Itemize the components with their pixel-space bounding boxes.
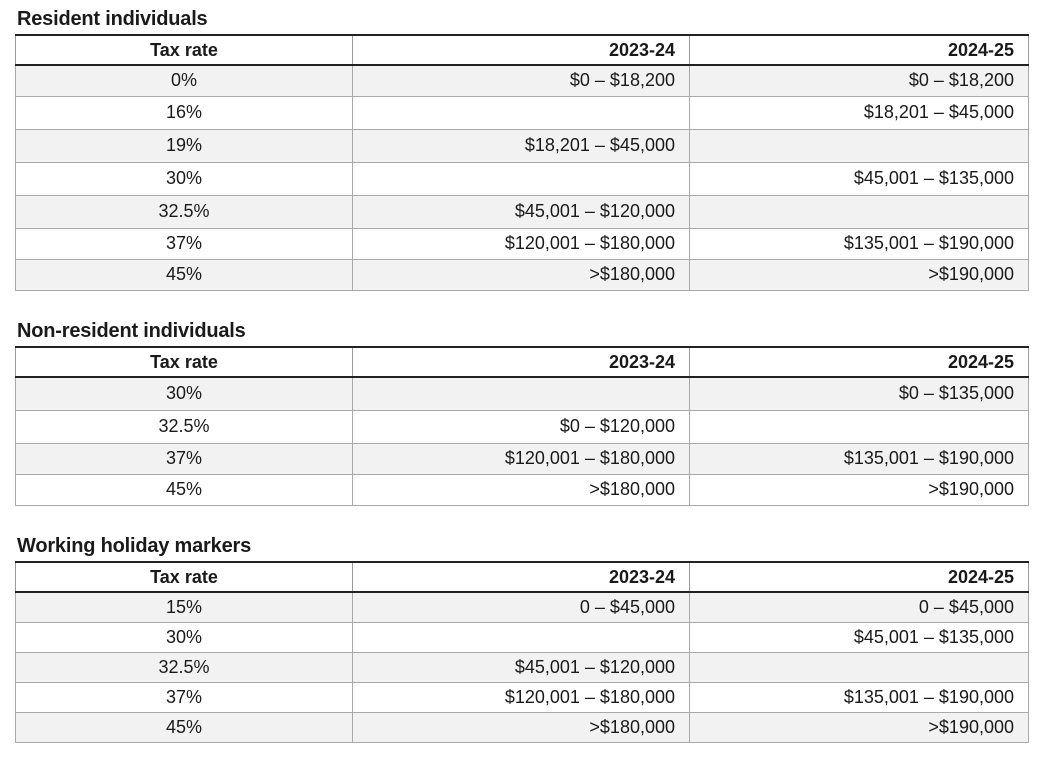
section-title: Working holiday markers	[17, 535, 251, 557]
table-row: 32.5% $45,001 – $120,000	[15, 651, 1029, 683]
table-row: 32.5% $0 – $120,000	[15, 409, 1029, 444]
threshold-2024-25-cell	[689, 651, 1029, 683]
table-row: 30% $0 – $135,000	[15, 376, 1029, 411]
rate-cell: 15%	[15, 591, 353, 623]
rate-cell: 19%	[15, 128, 353, 163]
threshold-2024-25-cell	[689, 194, 1029, 229]
rate-cell: 37%	[15, 227, 353, 260]
table-row: 0% $0 – $18,200 $0 – $18,200	[15, 64, 1029, 97]
resident-individuals-section: Resident individuals Tax rate 2023-24 20…	[15, 4, 1029, 291]
table-row: 45% >$180,000 >$190,000	[15, 473, 1029, 506]
header-row: Tax rate 2023-24 2024-25	[15, 346, 1029, 378]
table-row: 30% $45,001 – $135,000	[15, 621, 1029, 653]
section-title: Non-resident individuals	[17, 320, 246, 342]
threshold-2023-24-cell	[352, 621, 690, 653]
rate-cell: 30%	[15, 161, 353, 196]
threshold-2023-24-cell: >$180,000	[352, 711, 690, 743]
table-row: 15% 0 – $45,000 0 – $45,000	[15, 591, 1029, 623]
table-row: 32.5% $45,001 – $120,000	[15, 194, 1029, 229]
threshold-2024-25-cell: $135,001 – $190,000	[689, 681, 1029, 713]
table-row: 45% >$180,000 >$190,000	[15, 258, 1029, 291]
working-holiday-makers-section: Working holiday markers Tax rate 2023-24…	[15, 531, 1029, 743]
rate-cell: 32.5%	[15, 194, 353, 229]
rate-cell: 30%	[15, 621, 353, 653]
threshold-2024-25-cell	[689, 128, 1029, 163]
rate-cell: 45%	[15, 473, 353, 506]
threshold-2023-24-cell: 0 – $45,000	[352, 591, 690, 623]
rate-cell: 32.5%	[15, 409, 353, 444]
non-resident-individuals-section: Non-resident individuals Tax rate 2023-2…	[15, 316, 1029, 506]
header-2024-25: 2024-25	[689, 34, 1029, 66]
threshold-2024-25-cell: $45,001 – $135,000	[689, 621, 1029, 653]
header-row: Tax rate 2023-24 2024-25	[15, 561, 1029, 593]
header-tax-rate: Tax rate	[15, 561, 353, 593]
threshold-2023-24-cell	[352, 161, 690, 196]
threshold-2023-24-cell: $120,001 – $180,000	[352, 681, 690, 713]
working-holiday-tax-table: Tax rate 2023-24 2024-25 15% 0 – $45,000…	[15, 561, 1029, 743]
header-tax-rate: Tax rate	[15, 346, 353, 378]
header-2024-25: 2024-25	[689, 561, 1029, 593]
table-row: 45% >$180,000 >$190,000	[15, 711, 1029, 743]
resident-tax-table: Tax rate 2023-24 2024-25 0% $0 – $18,200…	[15, 34, 1029, 291]
rate-cell: 0%	[15, 64, 353, 97]
header-2023-24: 2023-24	[352, 346, 690, 378]
rate-cell: 32.5%	[15, 651, 353, 683]
threshold-2023-24-cell: $0 – $120,000	[352, 409, 690, 444]
threshold-2023-24-cell: $45,001 – $120,000	[352, 651, 690, 683]
threshold-2024-25-cell: $0 – $135,000	[689, 376, 1029, 411]
threshold-2023-24-cell: $120,001 – $180,000	[352, 227, 690, 260]
threshold-2023-24-cell: >$180,000	[352, 473, 690, 506]
header-2023-24: 2023-24	[352, 34, 690, 66]
threshold-2024-25-cell: $18,201 – $45,000	[689, 95, 1029, 130]
table-row: 30% $45,001 – $135,000	[15, 161, 1029, 196]
threshold-2023-24-cell: $0 – $18,200	[352, 64, 690, 97]
table-row: 16% $18,201 – $45,000	[15, 95, 1029, 130]
header-tax-rate: Tax rate	[15, 34, 353, 66]
threshold-2024-25-cell: $135,001 – $190,000	[689, 442, 1029, 475]
threshold-2023-24-cell: $120,001 – $180,000	[352, 442, 690, 475]
header-2023-24: 2023-24	[352, 561, 690, 593]
table-row: 19% $18,201 – $45,000	[15, 128, 1029, 163]
rate-cell: 30%	[15, 376, 353, 411]
threshold-2024-25-cell: >$190,000	[689, 258, 1029, 291]
header-2024-25: 2024-25	[689, 346, 1029, 378]
non-resident-tax-table: Tax rate 2023-24 2024-25 30% $0 – $135,0…	[15, 346, 1029, 506]
threshold-2023-24-cell: $45,001 – $120,000	[352, 194, 690, 229]
rate-cell: 16%	[15, 95, 353, 130]
rate-cell: 37%	[15, 681, 353, 713]
threshold-2023-24-cell	[352, 95, 690, 130]
threshold-2024-25-cell: 0 – $45,000	[689, 591, 1029, 623]
threshold-2023-24-cell	[352, 376, 690, 411]
rate-cell: 37%	[15, 442, 353, 475]
threshold-2024-25-cell: $0 – $18,200	[689, 64, 1029, 97]
header-row: Tax rate 2023-24 2024-25	[15, 34, 1029, 66]
threshold-2023-24-cell: $18,201 – $45,000	[352, 128, 690, 163]
threshold-2024-25-cell: >$190,000	[689, 711, 1029, 743]
threshold-2024-25-cell: $45,001 – $135,000	[689, 161, 1029, 196]
table-row: 37% $120,001 – $180,000 $135,001 – $190,…	[15, 681, 1029, 713]
threshold-2024-25-cell: $135,001 – $190,000	[689, 227, 1029, 260]
threshold-2023-24-cell: >$180,000	[352, 258, 690, 291]
rate-cell: 45%	[15, 258, 353, 291]
threshold-2024-25-cell	[689, 409, 1029, 444]
section-title: Resident individuals	[17, 8, 208, 30]
table-row: 37% $120,001 – $180,000 $135,001 – $190,…	[15, 442, 1029, 475]
rate-cell: 45%	[15, 711, 353, 743]
table-row: 37% $120,001 – $180,000 $135,001 – $190,…	[15, 227, 1029, 260]
threshold-2024-25-cell: >$190,000	[689, 473, 1029, 506]
